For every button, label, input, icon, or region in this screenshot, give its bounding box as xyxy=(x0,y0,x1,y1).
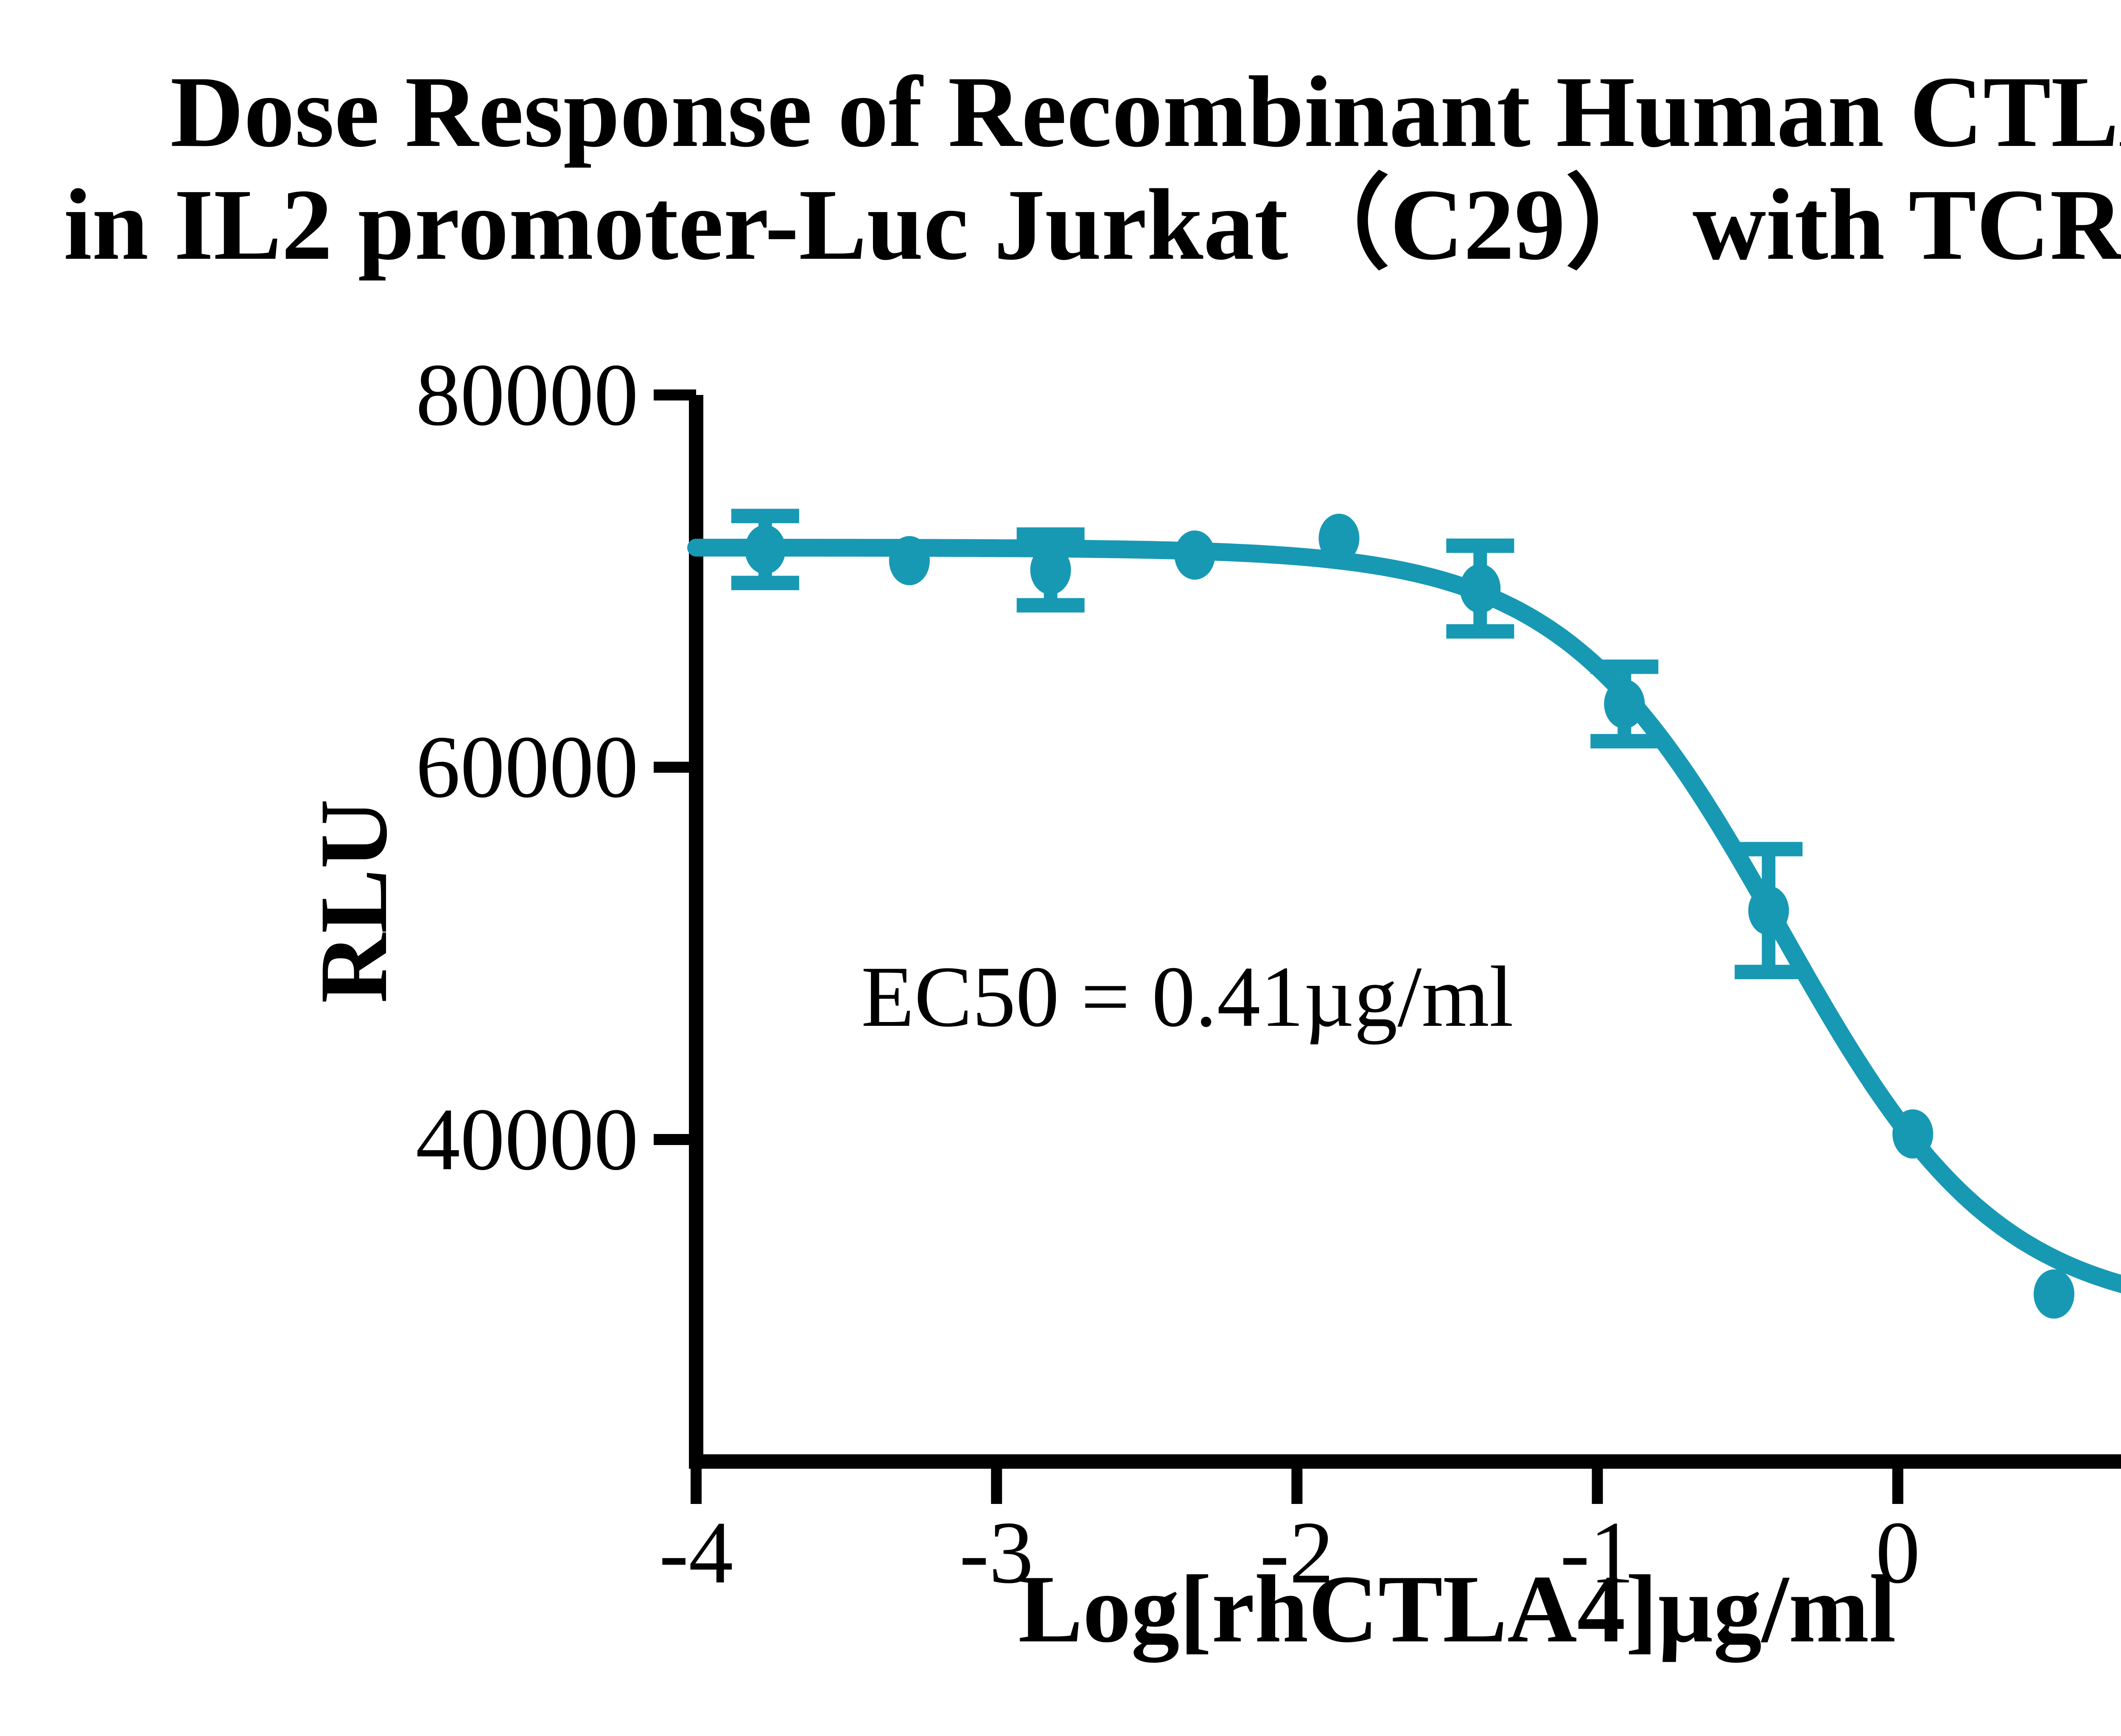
y-tick-label-60000: 60000 xyxy=(416,718,638,816)
fit-curve xyxy=(687,538,2121,1294)
x-axis-label: Log[rhCTLA4]µg/ml xyxy=(1018,1556,1896,1663)
data-point xyxy=(1174,530,1215,580)
data-point xyxy=(1892,1109,1934,1159)
ec50-annotation: EC50 = 0.41µg/ml xyxy=(861,949,1514,1045)
data-point xyxy=(1604,679,1645,729)
data-point xyxy=(1318,513,1360,563)
y-tick-label-80000: 80000 xyxy=(416,346,638,444)
y-tick-label-40000: 40000 xyxy=(416,1090,638,1189)
data-point xyxy=(1748,886,1789,935)
data-point xyxy=(1030,545,1071,595)
x-tick-label-0: 0 xyxy=(1875,1504,1920,1602)
chart-title-line1: Dose Response of Recombinant Human CTLA-… xyxy=(170,55,2121,168)
data-point xyxy=(744,525,786,574)
data-point xyxy=(1460,564,1501,613)
data-point xyxy=(2034,1269,2075,1319)
x-tick-label-neg2: -2 xyxy=(1259,1504,1334,1602)
x-tick-label-neg1: -1 xyxy=(1560,1504,1634,1602)
chart-title-line2: in IL2 promoter-Luc Jurkat（C29） with TCR… xyxy=(64,168,2121,281)
chart-title: Dose Response of Recombinant Human CTLA-… xyxy=(64,55,2121,281)
data-point xyxy=(889,536,930,585)
x-tick-label-neg3: -3 xyxy=(959,1504,1034,1602)
x-tick-label-neg4: -4 xyxy=(659,1504,733,1602)
